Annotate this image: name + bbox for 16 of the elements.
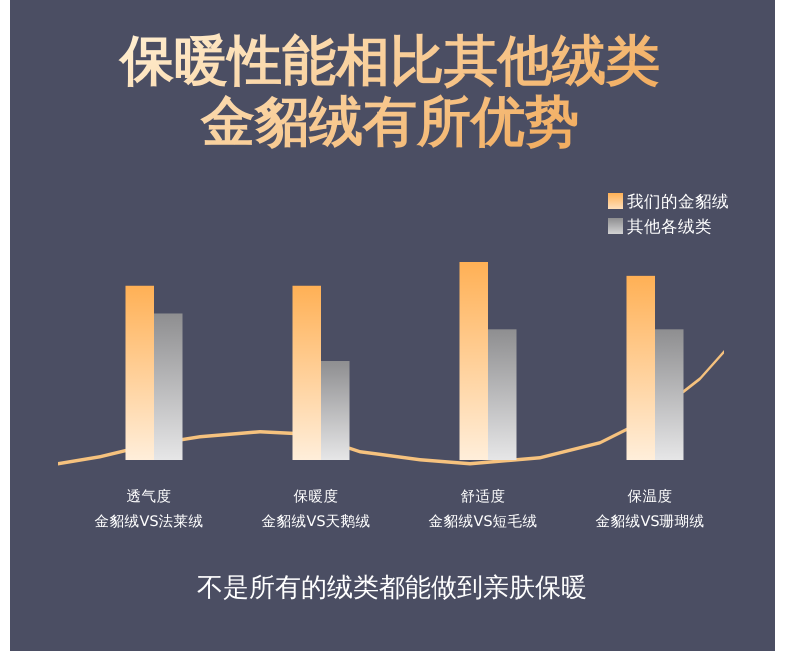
bar: [321, 361, 350, 460]
x-tick-label: 保温度金貂绒VS珊瑚绒: [595, 488, 705, 530]
x-tick-label: 舒适度金貂绒VS短毛绒: [428, 488, 538, 530]
x-tick-label: 透气度金貂绒VS法莱绒: [94, 488, 204, 530]
legend-label: 其他各绒类: [627, 217, 712, 236]
x-tick-label: 保暖度金貂绒VS天鹅绒: [261, 488, 371, 530]
bar: [655, 329, 684, 460]
bar: [126, 286, 154, 460]
bar: [292, 286, 321, 460]
bar: [626, 276, 655, 460]
bar: [460, 262, 488, 460]
bar: [488, 329, 516, 460]
legend-label: 我们的金貂绒: [627, 192, 729, 211]
text: 不是所有的绒类都能做到亲肤保暖: [197, 573, 587, 603]
chart-title: 保暖性能相比其他绒类金貂绒有所优势: [118, 29, 660, 153]
bar: [154, 313, 182, 460]
